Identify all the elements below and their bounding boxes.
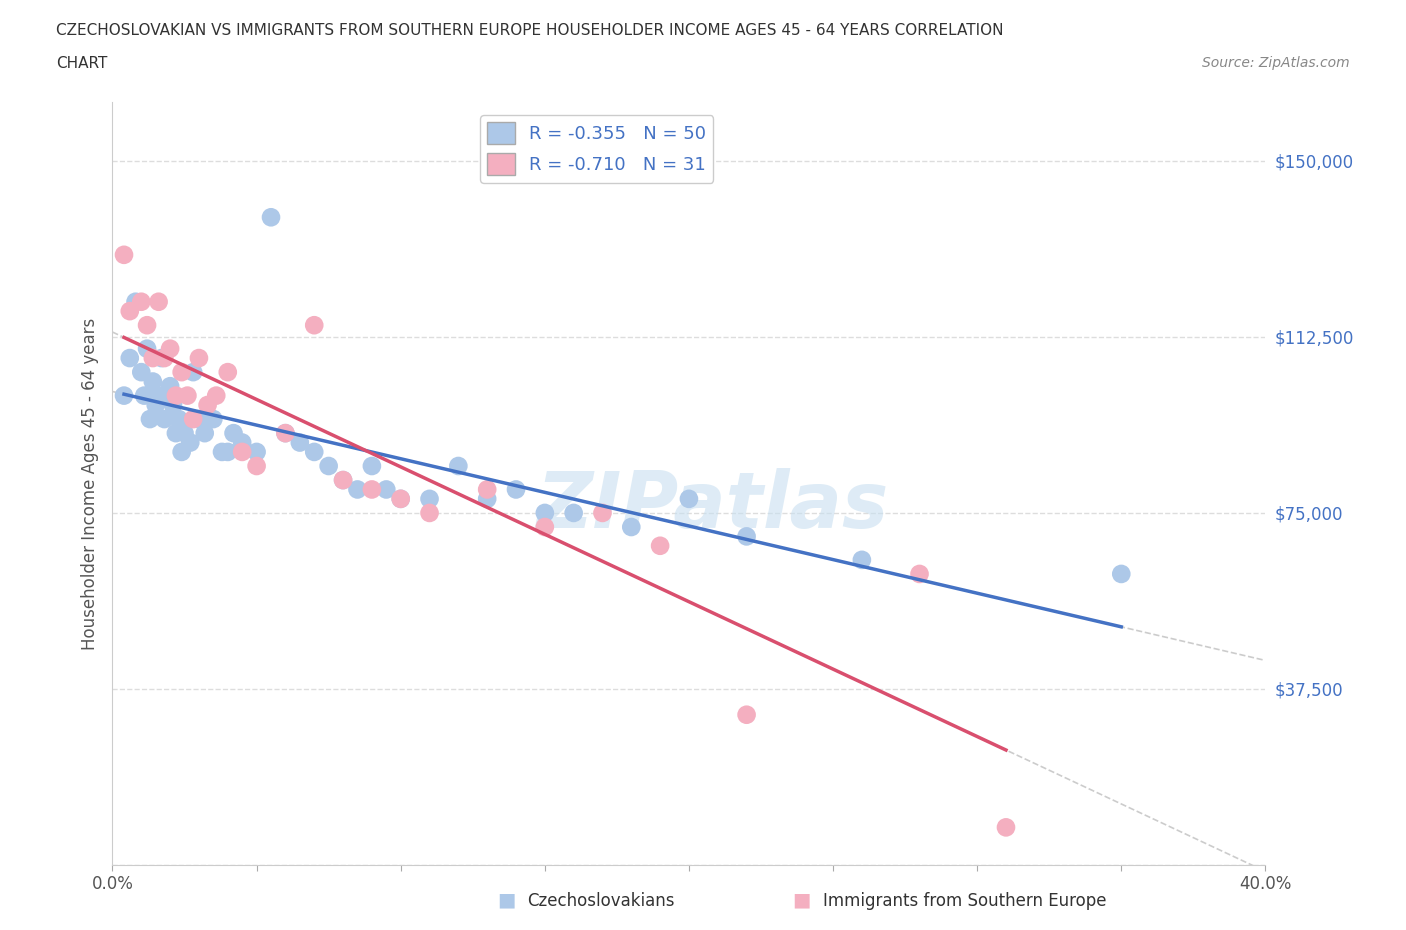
Text: Czechoslovakians: Czechoslovakians xyxy=(527,892,675,910)
Point xyxy=(188,351,211,365)
Point xyxy=(148,294,170,309)
Text: CZECHOSLOVAKIAN VS IMMIGRANTS FROM SOUTHERN EUROPE HOUSEHOLDER INCOME AGES 45 - : CZECHOSLOVAKIAN VS IMMIGRANTS FROM SOUTH… xyxy=(56,23,1004,38)
Point xyxy=(332,472,354,487)
Point xyxy=(346,482,368,497)
Point xyxy=(246,445,269,459)
Point xyxy=(118,304,141,319)
Point xyxy=(678,491,700,506)
Point xyxy=(129,294,153,309)
Point xyxy=(735,529,758,544)
Point xyxy=(142,351,165,365)
Text: CHART: CHART xyxy=(56,56,108,71)
Text: ■: ■ xyxy=(792,891,811,910)
Point xyxy=(139,412,162,427)
Point xyxy=(159,341,181,356)
Point xyxy=(332,472,354,487)
Point xyxy=(170,365,193,379)
Point xyxy=(375,482,398,497)
Point xyxy=(165,388,187,403)
Point xyxy=(194,426,217,441)
Point xyxy=(217,445,239,459)
Point xyxy=(112,247,135,262)
Point xyxy=(304,445,326,459)
Point xyxy=(318,458,340,473)
Point xyxy=(145,397,167,412)
Point xyxy=(217,365,239,379)
Point xyxy=(181,365,204,379)
Point xyxy=(1111,566,1133,581)
Point xyxy=(211,445,233,459)
Point xyxy=(592,506,614,521)
Point xyxy=(142,374,165,389)
Point xyxy=(205,388,228,403)
Point xyxy=(475,491,499,506)
Point xyxy=(179,435,201,450)
Point xyxy=(167,412,190,427)
Point xyxy=(153,351,176,365)
Point xyxy=(389,491,412,506)
Point xyxy=(150,351,173,365)
Point xyxy=(534,506,557,521)
Y-axis label: Householder Income Ages 45 - 64 years: Householder Income Ages 45 - 64 years xyxy=(80,317,98,650)
Point xyxy=(159,379,181,393)
Point xyxy=(260,210,283,225)
Point xyxy=(197,397,219,412)
Point xyxy=(534,520,557,535)
Point xyxy=(222,426,245,441)
Point xyxy=(288,435,311,450)
Point xyxy=(505,482,527,497)
Point xyxy=(118,351,141,365)
Point xyxy=(170,445,193,459)
Point xyxy=(274,426,297,441)
Point xyxy=(176,388,198,403)
Point xyxy=(620,520,643,535)
Text: Source: ZipAtlas.com: Source: ZipAtlas.com xyxy=(1202,56,1350,70)
Point xyxy=(360,458,382,473)
Point xyxy=(153,412,176,427)
Point xyxy=(124,294,146,309)
Point xyxy=(419,491,441,506)
Point xyxy=(165,426,187,441)
Point xyxy=(908,566,931,581)
Point xyxy=(274,426,297,441)
Point xyxy=(148,388,170,403)
Point xyxy=(173,426,195,441)
Point xyxy=(246,458,269,473)
Point xyxy=(735,708,758,723)
Point xyxy=(162,397,184,412)
Point xyxy=(156,388,179,403)
Point xyxy=(134,388,156,403)
Point xyxy=(136,318,159,333)
Point xyxy=(304,318,326,333)
Point xyxy=(181,412,204,427)
Point xyxy=(188,412,211,427)
Text: ■: ■ xyxy=(496,891,516,910)
Point xyxy=(231,445,253,459)
Point xyxy=(447,458,470,473)
Point xyxy=(231,435,253,450)
Text: ZIPatlas: ZIPatlas xyxy=(536,469,889,544)
Point xyxy=(389,491,412,506)
Point xyxy=(136,341,159,356)
Point xyxy=(562,506,585,521)
Point xyxy=(851,552,873,567)
Point xyxy=(995,820,1018,835)
Text: Immigrants from Southern Europe: Immigrants from Southern Europe xyxy=(823,892,1107,910)
Point xyxy=(360,482,382,497)
Point xyxy=(202,412,225,427)
Point xyxy=(112,388,135,403)
Point xyxy=(475,482,499,497)
Legend: R = -0.355   N = 50, R = -0.710   N = 31: R = -0.355 N = 50, R = -0.710 N = 31 xyxy=(481,115,713,182)
Point xyxy=(129,365,153,379)
Point xyxy=(650,538,672,553)
Point xyxy=(419,506,441,521)
